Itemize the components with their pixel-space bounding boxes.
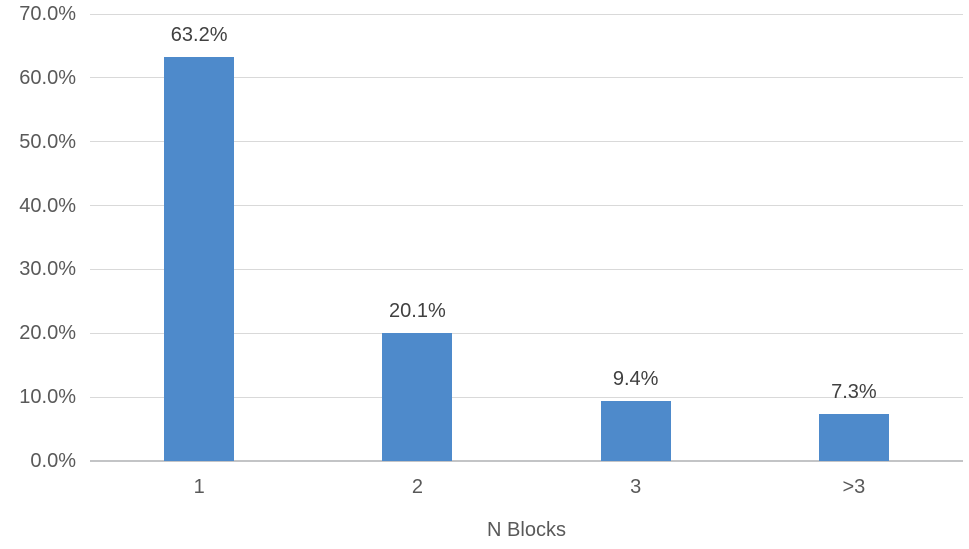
bar-value-label: 20.1% bbox=[389, 299, 446, 322]
gridline bbox=[90, 141, 963, 143]
gridline bbox=[90, 77, 963, 79]
gridline bbox=[90, 396, 963, 398]
bar bbox=[382, 332, 453, 461]
y-tick-label: 50.0% bbox=[19, 130, 76, 153]
y-tick-label: 60.0% bbox=[19, 66, 76, 89]
bar-value-label: 63.2% bbox=[170, 24, 228, 47]
gridline bbox=[90, 332, 963, 334]
gridline bbox=[90, 13, 963, 15]
x-tick-label: 3 bbox=[630, 476, 642, 498]
bar-slot: 20.1% bbox=[308, 14, 526, 461]
y-tick-label: 40.0% bbox=[19, 194, 76, 217]
x-axis-line bbox=[90, 460, 963, 462]
x-axis-title: N Blocks bbox=[487, 519, 566, 541]
y-axis: 0.0% 10.0% 20.0% 30.0% 40.0% 50.0% 60.0% 70.0% bbox=[0, 3, 76, 472]
x-tick-label: >3 bbox=[842, 476, 866, 498]
x-axis: 1 2 3 >3 bbox=[90, 473, 963, 501]
bar-slot: 9.4% bbox=[527, 14, 745, 461]
x-tick-label: 2 bbox=[411, 476, 423, 498]
bar-slot: 63.2% bbox=[90, 14, 308, 461]
y-tick-label: 0.0% bbox=[30, 450, 76, 472]
bar-value-label: 9.4% bbox=[612, 367, 659, 390]
y-tick-label: 10.0% bbox=[19, 386, 76, 409]
bar-slot: 7.3% bbox=[745, 14, 963, 461]
gridline bbox=[90, 205, 963, 207]
bar bbox=[164, 57, 235, 461]
y-tick-label: 70.0% bbox=[19, 3, 76, 25]
gridline bbox=[90, 268, 963, 270]
bar bbox=[600, 400, 671, 461]
plot-area: 63.2% 20.1% 9.4% 7.3% bbox=[90, 13, 963, 462]
bar bbox=[818, 414, 889, 461]
bar-value-label: 7.3% bbox=[831, 381, 877, 404]
y-tick-label: 20.0% bbox=[19, 322, 76, 345]
y-tick-label: 30.0% bbox=[19, 258, 76, 281]
x-tick-label: 1 bbox=[193, 476, 205, 498]
